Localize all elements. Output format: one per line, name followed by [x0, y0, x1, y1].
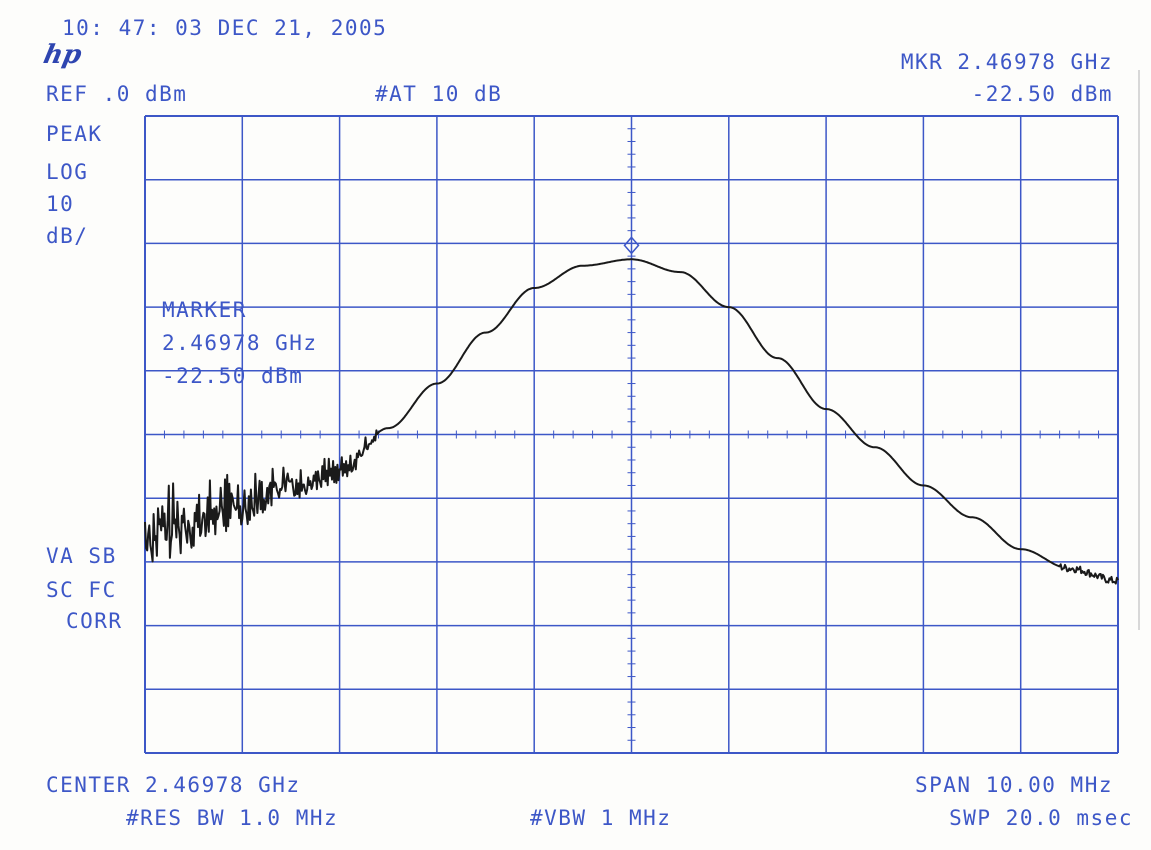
hp-logo-icon: hp [40, 40, 85, 70]
status-line-1: VA SB [46, 544, 117, 568]
scale-unit: dB/ [46, 224, 89, 248]
spectrum-trace [144, 258, 1119, 585]
sweep-time: SWP 20.0 msec [949, 806, 1133, 830]
marker-box-level: -22.50 dBm [162, 364, 304, 388]
frequency-span: SPAN 10.00 MHz [914, 773, 1113, 797]
status-line-3: CORR [66, 609, 123, 633]
marker-diamond [623, 236, 640, 255]
ref-level: REF .0 dBm [46, 82, 188, 106]
marker-level-readout: -22.50 dBm [971, 82, 1113, 106]
marker-box-frequency: 2.46978 GHz [162, 331, 318, 355]
marker-box-title: MARKER [162, 298, 247, 322]
scale-type: LOG [46, 160, 89, 184]
detector-mode: PEAK [46, 122, 103, 146]
status-line-2: SC FC [46, 578, 117, 602]
marker-diamond-icon [623, 236, 640, 255]
video-bandwidth: #VBW 1 MHz [530, 806, 672, 830]
marker-frequency-readout: MKR 2.46978 GHz [900, 50, 1113, 74]
center-frequency: CENTER 2.46978 GHz [46, 773, 301, 797]
resolution-bandwidth: #RES BW 1.0 MHz [126, 806, 339, 830]
attenuation: #AT 10 dB [375, 82, 503, 106]
graticule [144, 115, 1119, 754]
timestamp: 10: 47: 03 DEC 21, 2005 [62, 16, 388, 40]
paper-edge [1138, 70, 1140, 630]
scale-value: 10 [46, 192, 75, 216]
